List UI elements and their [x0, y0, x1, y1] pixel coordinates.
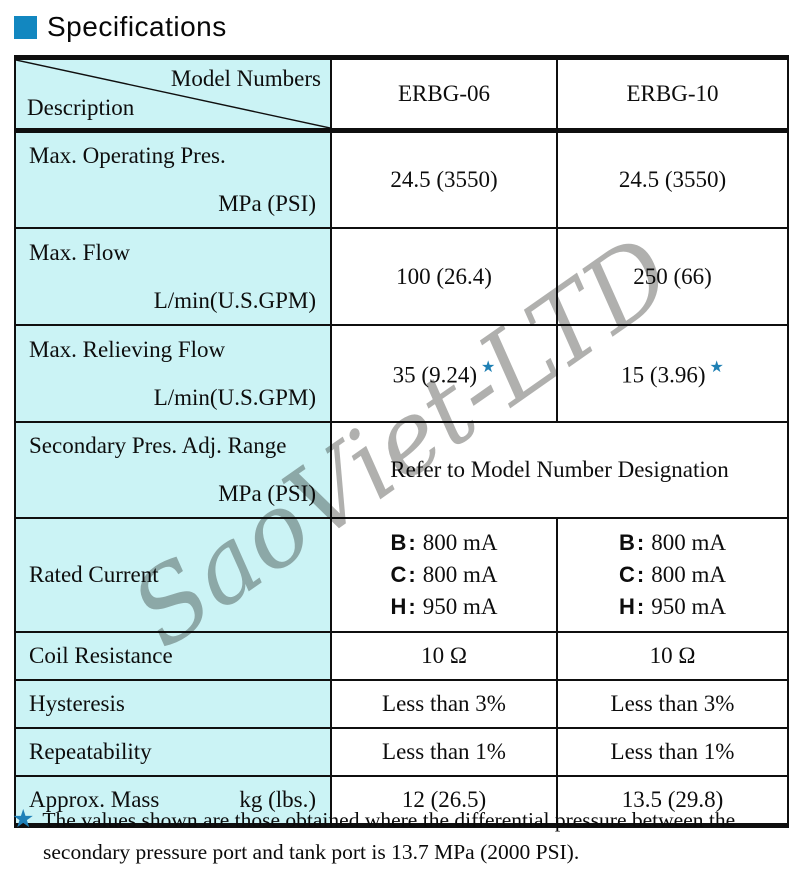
footnote-star-icon: ★	[480, 356, 496, 376]
rated-current-line: B: 800 mA	[619, 527, 726, 559]
row-label-rated-current: Rated Current	[14, 517, 332, 633]
value-cell-starred: 35 (9.24) ★	[330, 324, 558, 423]
value-cell-starred: 15 (3.96) ★	[556, 324, 789, 423]
value-text: 15 (3.96)	[621, 362, 706, 388]
value-cell: 100 (26.4)	[330, 227, 558, 326]
value-cell: Less than 3%	[556, 679, 789, 729]
row-label-unit: L/min(U.S.GPM)	[153, 384, 316, 410]
coil-code: B	[619, 530, 635, 556]
row-label-coil-resistance: Coil Resistance	[14, 631, 332, 681]
corner-description-label: Description	[27, 95, 135, 120]
row-coil-resistance: Coil Resistance 10 Ω 10 Ω	[14, 631, 789, 681]
row-max-operating-pres: Max. Operating Pres. MPa (PSI) 24.5 (355…	[14, 129, 789, 229]
row-rated-current: Rated Current B: 800 mA C: 800 mA H: 950 mA…	[14, 517, 789, 633]
value-cell: 13.5 (29.8)	[556, 775, 789, 827]
value-cell: 24.5 (3550)	[330, 129, 558, 229]
row-approx-mass: Approx. Mass kg (lbs.) 12 (26.5) 13.5 (2…	[14, 775, 789, 827]
value-cell: 10 Ω	[556, 631, 789, 681]
row-label-line1: Max. Relieving Flow	[29, 336, 226, 362]
footnote-line-1: ★ The values shown are those obtained whe…	[12, 801, 796, 837]
row-label-max-operating-pres: Max. Operating Pres. MPa (PSI)	[14, 129, 332, 229]
rated-current-line: C: 800 mA	[391, 559, 498, 591]
row-label-repeatability: Repeatability	[14, 727, 332, 777]
row-label-secondary-pres: Secondary Pres. Adj. Range MPa (PSI)	[14, 421, 332, 519]
value-cell: 24.5 (3550)	[556, 129, 789, 229]
rated-current-line: B: 800 mA	[391, 527, 498, 559]
row-label-unit: MPa (PSI)	[218, 191, 316, 216]
separator: :	[636, 593, 645, 619]
rated-current-line: H: 950 mA	[391, 591, 498, 623]
rated-current-list: B: 800 mA C: 800 mA H: 950 mA	[619, 527, 726, 622]
section-title: Specifications	[47, 11, 227, 42]
value-cell: Less than 3%	[330, 679, 558, 729]
section-header: Specifications	[14, 11, 227, 43]
footnote-text-1: The values shown are those obtained wher…	[42, 808, 736, 832]
row-label-max-relieving-flow: Max. Relieving Flow L/min(U.S.GPM)	[14, 324, 332, 423]
row-label-max-flow: Max. Flow L/min(U.S.GPM)	[14, 227, 332, 326]
section-bullet-icon	[14, 15, 37, 39]
footnote: ★ The values shown are those obtained whe…	[12, 801, 796, 867]
corner-model-numbers-label: Model Numbers	[170, 66, 321, 91]
row-label-line1: Max. Flow	[29, 239, 130, 265]
value-text: 35 (9.24)	[392, 362, 477, 388]
row-max-relieving-flow: Max. Relieving Flow L/min(U.S.GPM) 35 (9…	[14, 324, 789, 423]
table-header-row: Model Numbers Description ERBG-06 ERBG-1…	[14, 56, 789, 133]
value-cell-rated-current: B: 800 mA C: 800 mA H: 950 mA	[556, 517, 789, 633]
separator: :	[636, 530, 645, 556]
row-label-unit: L/min(U.S.GPM)	[153, 287, 316, 313]
row-label-approx-mass: Approx. Mass kg (lbs.)	[14, 775, 332, 827]
row-label-unit: kg (lbs.)	[239, 787, 316, 812]
row-label-text: Approx. Mass	[29, 787, 160, 812]
row-max-flow: Max. Flow L/min(U.S.GPM) 100 (26.4) 250 …	[14, 227, 789, 326]
value-cell: 250 (66)	[556, 227, 789, 326]
coil-code: H	[619, 593, 635, 619]
rated-current-list: B: 800 mA C: 800 mA H: 950 mA	[391, 527, 498, 622]
rated-current-line: C: 800 mA	[619, 559, 726, 591]
value-cell: Less than 1%	[330, 727, 558, 777]
row-repeatability: Repeatability Less than 1% Less than 1%	[14, 727, 789, 777]
row-secondary-pres: Secondary Pres. Adj. Range MPa (PSI) Ref…	[14, 421, 789, 519]
footnote-star-icon: ★	[12, 804, 35, 833]
coil-code: B	[390, 530, 407, 556]
separator: :	[408, 593, 416, 619]
current-value: 800 mA	[422, 562, 498, 588]
row-hysteresis: Hysteresis Less than 3% Less than 3%	[14, 679, 789, 729]
diagonal-divider	[16, 60, 330, 128]
separator: :	[408, 562, 416, 588]
row-label-hysteresis: Hysteresis	[14, 679, 332, 729]
value-cell: Less than 1%	[556, 727, 789, 777]
rated-current-line: H: 950 mA	[619, 591, 726, 623]
separator: :	[636, 562, 645, 588]
value-cell-rated-current: B: 800 mA C: 800 mA H: 950 mA	[330, 517, 558, 633]
current-value: 950 mA	[651, 593, 726, 619]
current-value: 800 mA	[651, 530, 726, 556]
footnote-line-2: secondary pressure port and tank port is…	[43, 839, 580, 864]
separator: :	[408, 530, 416, 556]
row-label-line1: Max. Operating Pres.	[29, 143, 226, 168]
current-value: 800 mA	[422, 530, 498, 556]
value-cell: 12 (26.5)	[330, 775, 558, 827]
spec-table: Model Numbers Description ERBG-06 ERBG-1…	[14, 55, 789, 828]
value-cell: 10 Ω	[330, 631, 558, 681]
corner-cell: Model Numbers Description	[14, 56, 332, 133]
current-value: 950 mA	[422, 593, 498, 619]
row-label-unit: MPa (PSI)	[218, 481, 316, 506]
row-label-line1: Secondary Pres. Adj. Range	[29, 433, 287, 458]
current-value: 800 mA	[651, 562, 726, 588]
coil-code: C	[390, 562, 407, 588]
coil-code: C	[619, 562, 635, 588]
coil-code: H	[390, 593, 407, 619]
column-header-erbg-06: ERBG-06	[330, 56, 558, 133]
footnote-star-icon: ★	[709, 356, 724, 376]
value-cell-span: Refer to Model Number Designation	[330, 421, 789, 519]
column-header-erbg-10: ERBG-10	[556, 56, 789, 133]
